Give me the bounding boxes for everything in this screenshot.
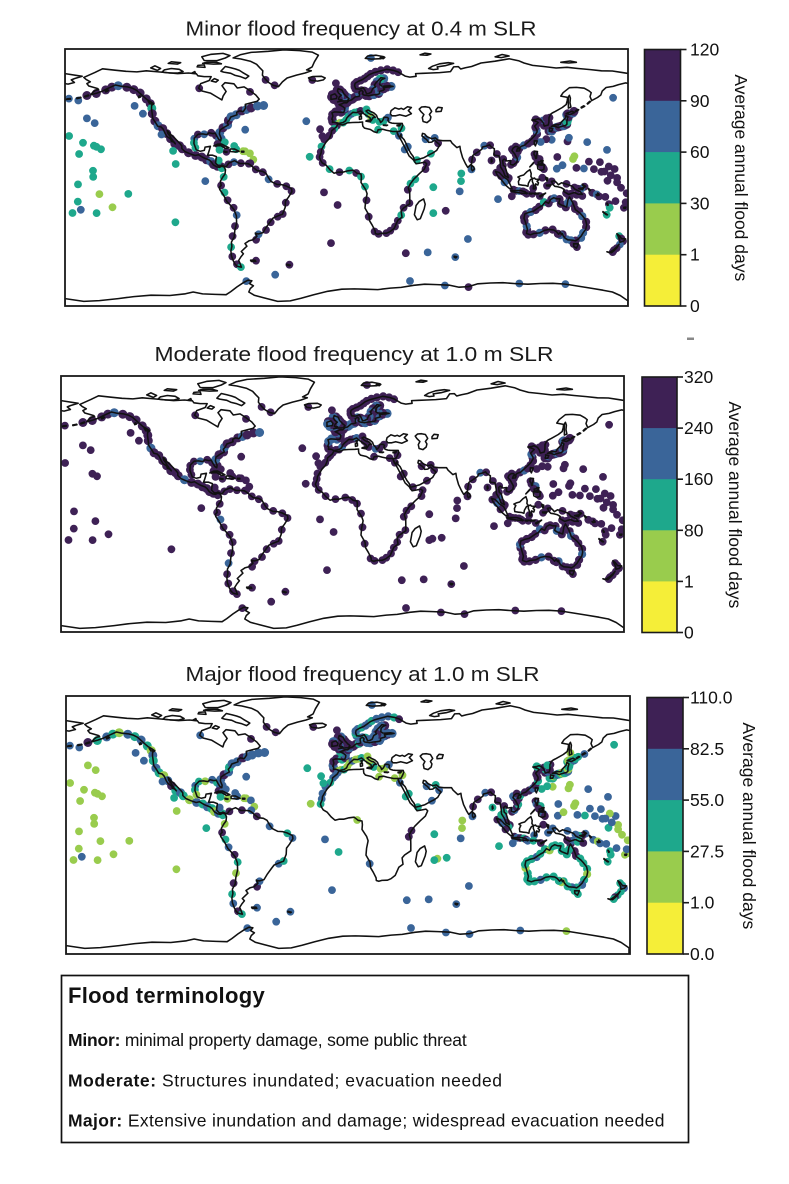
svg-text:320: 320: [684, 367, 713, 387]
svg-text:Major flood frequency at 1.0 m: Major flood frequency at 1.0 m SLR: [186, 664, 540, 686]
svg-text:Average annual flood days: Average annual flood days: [731, 74, 751, 281]
svg-text:110.0: 110.0: [690, 688, 733, 708]
svg-text:Average annual flood days: Average annual flood days: [725, 401, 745, 608]
svg-text:60: 60: [690, 142, 710, 162]
svg-text:0.0: 0.0: [690, 944, 715, 964]
svg-text:Moderate: Structures inundated: Moderate: Structures inundated; evacuati…: [68, 1071, 503, 1091]
svg-text:Minor flood frequency at 0.4 m: Minor flood frequency at 0.4 m SLR: [186, 19, 537, 41]
svg-text:240: 240: [684, 418, 713, 438]
svg-text:80: 80: [684, 520, 704, 540]
svg-text:Flood terminology: Flood terminology: [68, 983, 265, 1008]
svg-text:30: 30: [690, 193, 710, 213]
svg-text:27.5: 27.5: [690, 841, 724, 861]
svg-text:Major: Extensive inundation an: Major: Extensive inundation and damage; …: [68, 1111, 665, 1131]
svg-text:Average annual flood days: Average annual flood days: [739, 722, 759, 929]
svg-text:0: 0: [684, 623, 694, 643]
svg-text:Minor: minimal property damage: Minor: minimal property damage, some pub…: [68, 1030, 467, 1050]
svg-text:0: 0: [690, 296, 700, 316]
svg-text:55.0: 55.0: [690, 790, 724, 810]
svg-text:1.0: 1.0: [690, 893, 715, 913]
svg-text:1: 1: [690, 245, 700, 265]
svg-text:160: 160: [684, 469, 713, 489]
svg-text:1: 1: [684, 571, 694, 591]
svg-text:120: 120: [690, 40, 719, 60]
svg-text:Moderate flood frequency at 1.: Moderate flood frequency at 1.0 m SLR: [155, 344, 554, 366]
svg-text:82.5: 82.5: [690, 739, 724, 759]
svg-text:90: 90: [690, 91, 710, 111]
